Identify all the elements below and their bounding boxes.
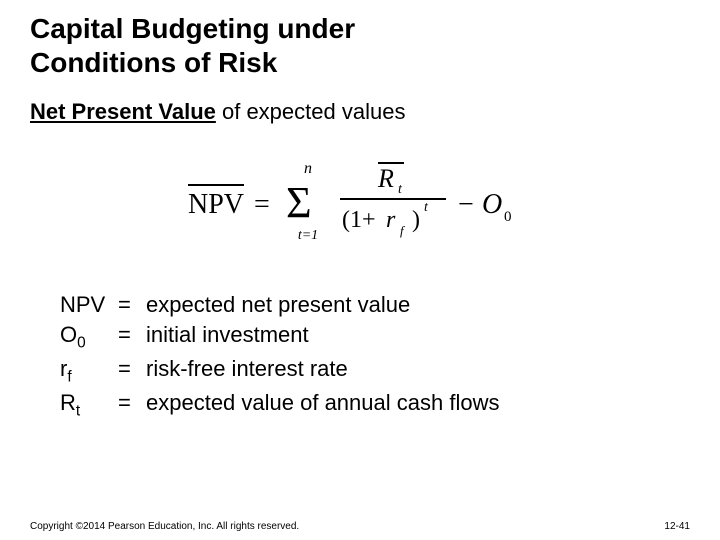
svg-text:n: n: [304, 160, 312, 177]
svg-text:r: r: [386, 207, 396, 233]
copyright-text: Copyright ©2014 Pearson Education, Inc. …: [30, 521, 299, 532]
subtitle-bold: Net Present Value: [30, 99, 216, 124]
def-equals: =: [118, 354, 146, 384]
svg-text:t=1: t=1: [298, 228, 318, 243]
slide-content: Capital Budgeting under Conditions of Ri…: [0, 0, 720, 422]
definitions-list: NPV = expected net present value O0 = in…: [30, 290, 690, 422]
svg-text:(1+: (1+: [342, 207, 376, 233]
svg-text:O: O: [482, 189, 502, 220]
slide-title: Capital Budgeting under Conditions of Ri…: [30, 12, 690, 79]
footer: Copyright ©2014 Pearson Education, Inc. …: [30, 521, 690, 532]
formula-block: NPV = n Σ t=1 R t (1+ r f: [30, 155, 690, 250]
def-symbol: rf: [60, 354, 118, 388]
svg-text:): ): [412, 207, 420, 233]
title-line-2: Conditions of Risk: [30, 47, 277, 78]
def-text: risk-free interest rate: [146, 354, 690, 384]
def-symbol: Rt: [60, 388, 118, 422]
def-equals: =: [118, 388, 146, 418]
def-symbol: NPV: [60, 290, 118, 320]
page-number: 12-41: [664, 521, 690, 532]
def-text: expected net present value: [146, 290, 690, 320]
definition-row: Rt = expected value of annual cash flows: [60, 388, 690, 422]
svg-text:t: t: [424, 200, 429, 215]
definition-row: O0 = initial investment: [60, 320, 690, 354]
definition-row: rf = risk-free interest rate: [60, 354, 690, 388]
subtitle: Net Present Value of expected values: [30, 99, 690, 125]
svg-text:f: f: [400, 223, 406, 238]
def-text: expected value of annual cash flows: [146, 388, 690, 418]
svg-text:Σ: Σ: [286, 178, 312, 227]
def-equals: =: [118, 290, 146, 320]
definition-row: NPV = expected net present value: [60, 290, 690, 320]
subtitle-rest: of expected values: [216, 99, 406, 124]
svg-text:0: 0: [504, 209, 512, 225]
def-symbol: O0: [60, 320, 118, 354]
svg-text:−: −: [458, 189, 474, 220]
svg-text:t: t: [398, 182, 403, 197]
svg-text:R: R: [377, 164, 394, 193]
svg-text:NPV: NPV: [188, 189, 244, 220]
title-line-1: Capital Budgeting under: [30, 13, 355, 44]
svg-text:=: =: [254, 189, 270, 220]
npv-formula-svg: NPV = n Σ t=1 R t (1+ r f: [180, 155, 540, 245]
def-text: initial investment: [146, 320, 690, 350]
def-equals: =: [118, 320, 146, 350]
